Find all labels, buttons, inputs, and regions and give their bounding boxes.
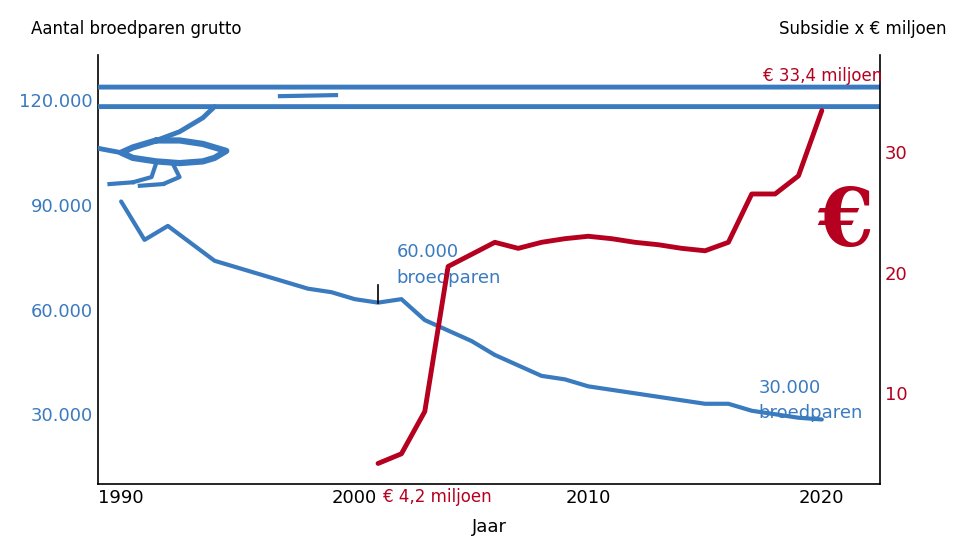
Text: broedparen: broedparen bbox=[397, 270, 500, 288]
Text: broedparen: broedparen bbox=[758, 404, 863, 422]
Text: 60.000: 60.000 bbox=[397, 243, 458, 261]
Text: 30.000: 30.000 bbox=[758, 379, 820, 397]
Text: € 4,2 miljoen: € 4,2 miljoen bbox=[382, 488, 490, 505]
Text: Subsidie x € miljoen: Subsidie x € miljoen bbox=[779, 20, 946, 38]
Text: Aantal broedparen grutto: Aantal broedparen grutto bbox=[31, 20, 241, 38]
Text: € 33,4 miljoen: € 33,4 miljoen bbox=[763, 67, 882, 85]
Text: €: € bbox=[817, 185, 872, 263]
X-axis label: Jaar: Jaar bbox=[471, 518, 506, 536]
